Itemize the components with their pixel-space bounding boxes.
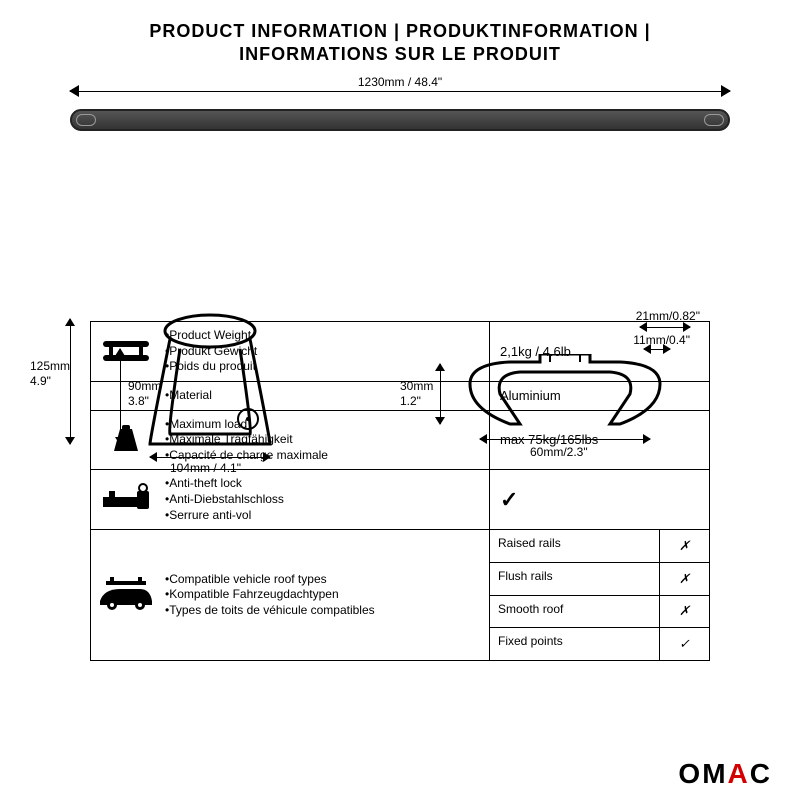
lock-icon	[91, 470, 161, 529]
row-lock-value: ✓	[489, 470, 709, 529]
compat-flush: Flush rails ✗	[490, 563, 709, 596]
title-line-2: INFORMATIONS SUR LE PRODUIT	[30, 43, 770, 66]
crossbar-profile	[70, 109, 730, 131]
diagrams-row: 125mm 4.9" 90mm 3.8" 104mm / 4.1" 21mm/0…	[60, 149, 740, 309]
foot-icon	[140, 309, 310, 459]
compat-raised: Raised rails ✗	[490, 530, 709, 563]
page-title: PRODUCT INFORMATION | PRODUKTINFORMATION…	[30, 20, 770, 67]
row-lock: Anti-theft lock Anti-Diebstahlschloss Se…	[91, 470, 709, 530]
row-lock-labels: Anti-theft lock Anti-Diebstahlschloss Se…	[161, 470, 489, 529]
compat-subtable: Raised rails ✗ Flush rails ✗ Smooth roof…	[489, 530, 709, 660]
title-line-1: PRODUCT INFORMATION | PRODUKTINFORMATION…	[30, 20, 770, 43]
row-compat-labels: Compatible vehicle roof types Kompatible…	[161, 530, 489, 660]
dim-length: 1230mm / 48.4"	[30, 75, 770, 89]
dim-length-arrow	[70, 91, 730, 105]
compat-fixed: Fixed points ✓	[490, 628, 709, 660]
brand-logo: OMAC	[678, 758, 772, 790]
compat-smooth: Smooth roof ✗	[490, 596, 709, 629]
row-compat: Compatible vehicle roof types Kompatible…	[91, 530, 709, 660]
car-icon	[91, 530, 161, 660]
